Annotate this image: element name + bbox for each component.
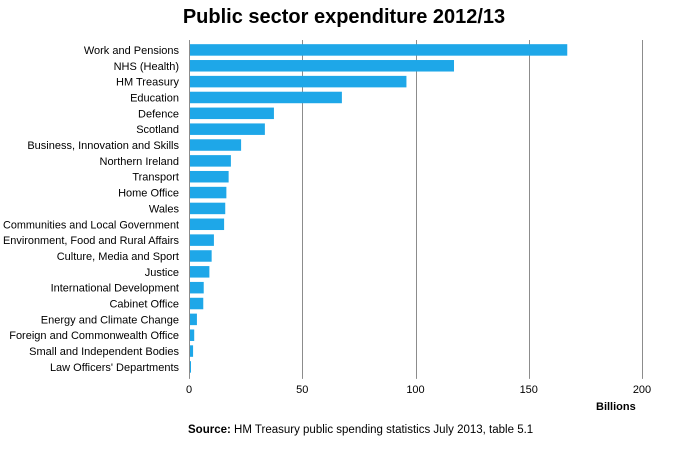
- bar: [190, 329, 195, 341]
- category-label: Foreign and Commonwealth Office: [9, 330, 179, 342]
- x-tick-label: 200: [633, 384, 651, 396]
- category-label: Culture, Media and Sport: [57, 251, 179, 263]
- category-label: Business, Innovation and Skills: [27, 140, 179, 152]
- bar: [190, 345, 194, 357]
- source-text: HM Treasury public spending statistics J…: [230, 424, 534, 436]
- bar: [190, 60, 455, 72]
- bar: [190, 139, 242, 151]
- category-label: Scotland: [136, 124, 179, 136]
- bars: [190, 44, 568, 373]
- x-tick-labels: 0 50 100 150 200: [186, 384, 651, 396]
- x-tick-label: 0: [186, 384, 192, 396]
- bar: [190, 107, 274, 120]
- x-tick-label: 150: [520, 384, 538, 396]
- category-label: Law Officers' Departments: [50, 362, 180, 374]
- x-tick-label: 100: [406, 384, 424, 396]
- category-label: NHS (Health): [114, 61, 179, 73]
- category-label: Environment, Food and Rural Affairs: [3, 235, 179, 247]
- category-label: HM Treasury: [116, 77, 179, 89]
- bar: [190, 250, 212, 262]
- gridlines: [302, 40, 643, 379]
- category-label: International Development: [51, 283, 179, 295]
- category-label: Energy and Climate Change: [41, 314, 179, 326]
- category-label: Communities and Local Government: [3, 219, 179, 231]
- bar: [190, 91, 342, 104]
- category-label: Cabinet Office: [109, 299, 179, 311]
- category-label: Home Office: [118, 188, 179, 200]
- bar: [190, 218, 225, 231]
- chart-title: Public sector expenditure 2012/13: [182, 6, 506, 28]
- bar: [190, 44, 568, 56]
- category-label: Small and Independent Bodies: [29, 346, 179, 358]
- x-tick-label: 50: [296, 384, 308, 396]
- category-label: Defence: [138, 108, 179, 120]
- bar: [190, 313, 197, 326]
- bar: [190, 186, 227, 199]
- bar: [190, 155, 231, 167]
- bar: [190, 202, 226, 215]
- bar: [190, 234, 214, 246]
- category-label: Education: [130, 92, 179, 104]
- source-prefix: Source:: [188, 424, 231, 436]
- bar: [190, 266, 210, 278]
- bar: [190, 170, 229, 183]
- bar: [190, 297, 204, 310]
- source-note: Source: HM Treasury public spending stat…: [188, 424, 533, 436]
- bar: [190, 75, 407, 88]
- category-label: Transport: [132, 172, 179, 184]
- category-label: Work and Pensions: [84, 45, 180, 57]
- bar: [190, 123, 265, 135]
- bar: [190, 361, 191, 373]
- category-label: Justice: [145, 267, 179, 279]
- bar: [190, 281, 204, 294]
- category-label: Northern Ireland: [100, 156, 180, 168]
- category-label: Wales: [149, 203, 180, 215]
- x-axis-label: Billions: [596, 401, 636, 413]
- category-labels: Work and Pensions NHS (Health) HM Treasury…: [3, 45, 179, 374]
